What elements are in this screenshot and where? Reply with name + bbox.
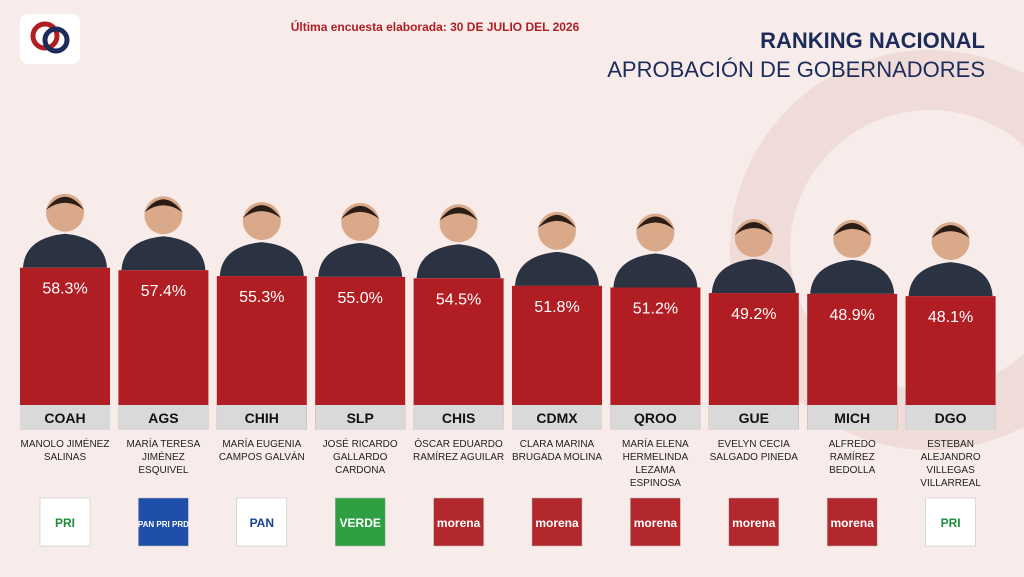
portrait-body [810, 259, 895, 294]
portrait-hair [636, 216, 675, 230]
governor-name: MARÍA TERESA JIMÉNEZ ESQUIVEL [126, 439, 201, 476]
category-box [708, 405, 799, 430]
governor-name: MARÍA ELENA HERMELINDA LEZAMA ESPINOSA [622, 439, 689, 489]
category-label: QROO [634, 410, 677, 426]
governor-name: MARÍA EUGENIA CAMPOS GALVÁN [218, 439, 305, 463]
portrait-body [219, 242, 304, 277]
party-label: VERDE [340, 516, 381, 530]
party-label: morena [831, 516, 875, 530]
party-label: PRI [941, 516, 961, 530]
party-logo [433, 497, 484, 547]
governor-name: ÓSCAR EDUARDO RAMÍREZ AGUILAR [413, 439, 505, 463]
bar [315, 276, 406, 430]
bar [413, 278, 504, 430]
party-logo [138, 497, 189, 547]
category-box [512, 405, 602, 430]
category-label: SLP [347, 410, 374, 426]
category-box [20, 405, 110, 430]
party-logo [925, 497, 976, 547]
logo-box [20, 14, 80, 64]
category-label: DGO [935, 410, 967, 426]
governor-name: ALFREDO RAMÍREZ BEDOLLA [828, 439, 876, 476]
category-box [905, 405, 996, 430]
portrait-hair [341, 205, 380, 219]
category-label: CHIH [245, 410, 279, 426]
party-label: morena [732, 516, 776, 530]
bar [118, 270, 209, 430]
category-box [216, 405, 307, 430]
value-label: 55.3% [239, 289, 284, 306]
portrait-hair [833, 222, 872, 236]
portrait-hair [931, 225, 970, 239]
value-label: 57.4% [141, 283, 186, 300]
category-label: CHIS [442, 410, 475, 426]
party-logo [531, 497, 583, 547]
category-box [807, 405, 898, 430]
party-logo [39, 497, 91, 547]
category-label: CDMX [536, 410, 578, 426]
value-label: 48.9% [830, 307, 875, 324]
governor-name: ESTEBAN ALEJANDRO VILLEGAS VILLARREAL [920, 439, 981, 489]
portrait-hair [734, 222, 773, 236]
party-label: PRI [55, 516, 75, 530]
logo [30, 21, 60, 51]
portrait-hair [242, 205, 281, 219]
category-box [118, 405, 209, 430]
governor-name: JOSÉ RICARDO GALLARDO CARDONA [322, 439, 398, 476]
category-label: COAH [44, 410, 85, 426]
party-label: morena [535, 516, 579, 530]
portrait-body [515, 251, 599, 286]
title: RANKING NACIONAL [760, 28, 985, 53]
governor-name: EVELYN CECIA SALGADO PINEDA [709, 439, 798, 463]
party-logo [236, 497, 288, 547]
party-label: PAN PRI PRD [138, 520, 189, 529]
portrait-hair [439, 207, 478, 221]
portrait-body [711, 259, 796, 294]
portrait-hair [538, 214, 576, 228]
party-label: morena [634, 516, 678, 530]
title-2: APROBACIÓN DE GOBERNADORES [607, 57, 985, 82]
value-label: 54.5% [436, 291, 481, 308]
category-label: GUE [739, 410, 769, 426]
party-logo [826, 497, 878, 547]
value-label: 49.2% [731, 306, 776, 323]
portrait-body [416, 244, 501, 279]
category-box [315, 405, 406, 430]
logo [42, 26, 70, 54]
party-label: PAN [250, 516, 274, 530]
portrait-body [613, 253, 698, 288]
value-label: 48.1% [928, 309, 973, 326]
portrait-body [908, 262, 993, 297]
category-label: AGS [148, 410, 178, 426]
party-logo [630, 497, 681, 547]
category-label: MICH [834, 410, 870, 426]
party-logo [334, 497, 386, 547]
bar [20, 267, 110, 430]
value-label: 51.8% [534, 299, 579, 316]
value-label: 51.2% [633, 300, 678, 317]
value-label: 58.3% [42, 281, 87, 298]
category-box [413, 405, 504, 430]
bar [216, 276, 307, 430]
value-label: 55.0% [338, 290, 383, 307]
portrait-body [318, 242, 403, 277]
portrait-body [23, 233, 107, 268]
subtitle: Última encuesta elaborada: 30 DE JULIO D… [291, 19, 580, 34]
portrait-hair [144, 199, 183, 213]
governor-name: MANOLO JIMÉNEZ SALINAS [20, 439, 110, 463]
portrait-hair [46, 196, 84, 210]
category-box [610, 405, 701, 430]
party-logo [728, 497, 780, 547]
portrait-body [121, 236, 206, 271]
party-label: morena [437, 516, 481, 530]
governor-name: CLARA MARINA BRUGADA MOLINA [511, 439, 603, 463]
